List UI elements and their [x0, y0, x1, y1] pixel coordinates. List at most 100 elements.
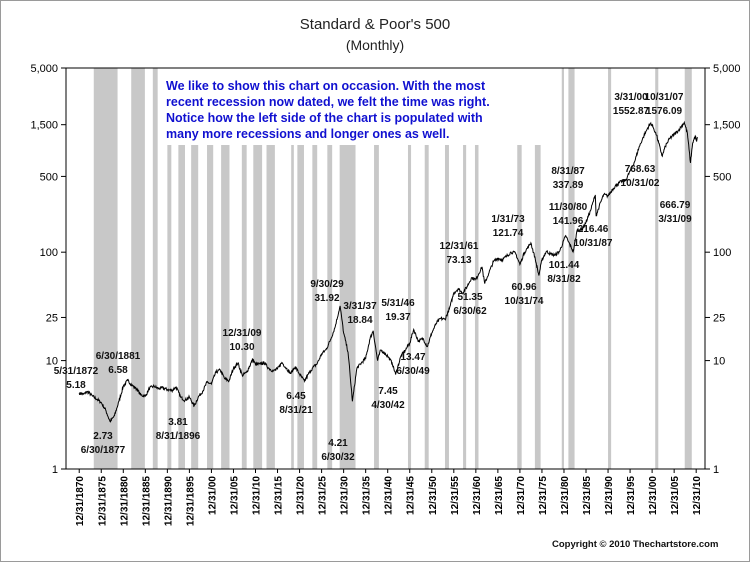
y-tick-label-left: 25 [46, 312, 58, 324]
annotation-label: 101.44 [549, 260, 580, 271]
y-tick-label-right: 100 [713, 247, 731, 259]
annotation-label: 121.74 [493, 228, 524, 239]
recession-band-12 [297, 145, 304, 469]
annotation-label: 19.37 [385, 312, 410, 323]
x-tick-label: 12/31/35 [362, 476, 373, 515]
annotation-label: 3/31/09 [658, 214, 692, 225]
x-tick-label: 12/31/1875 [97, 476, 108, 526]
annotation-label: 3.81 [168, 417, 188, 428]
copyright-notice: Copyright © 2010 Thechartstore.com [552, 539, 719, 550]
x-tick-label: 12/31/1880 [119, 476, 130, 526]
x-tick-label: 12/31/85 [582, 476, 593, 515]
annotation-label: 10/31/02 [621, 178, 660, 189]
y-tick-label-right: 10 [713, 356, 725, 368]
annotation-label: 10/31/87 [574, 238, 613, 249]
recession-band-26 [608, 68, 612, 469]
x-tick-label: 12/31/05 [670, 476, 681, 515]
annotation-label: 5.18 [66, 380, 86, 391]
annotation-label: 31.92 [314, 293, 339, 304]
annotation-label: 60.96 [511, 282, 536, 293]
annotation-label: 6/30/1881 [96, 351, 141, 362]
recession-band-27 [655, 68, 659, 469]
recession-band-7 [221, 145, 230, 469]
annotation-label: 8/31/21 [279, 405, 313, 416]
annotation-label: 8/31/1896 [156, 431, 201, 442]
annotation-label: 4.21 [328, 438, 348, 449]
x-tick-label: 12/31/00 [207, 476, 218, 515]
y-tick-label-left: 1 [52, 464, 58, 476]
x-tick-label: 12/31/05 [229, 476, 240, 515]
x-tick-label: 12/31/90 [604, 476, 615, 515]
recession-band-28 [684, 68, 692, 469]
recession-band-11 [291, 145, 294, 469]
chart-note: We like to show this chart on occasion. … [166, 79, 490, 141]
x-tick-label: 12/31/75 [538, 476, 549, 515]
x-tick-label: 12/31/1895 [185, 476, 196, 526]
x-tick-label: 12/31/15 [274, 476, 285, 515]
recession-band-10 [266, 145, 275, 469]
annotation-label: 12/31/61 [440, 241, 479, 252]
x-tick-label: 12/31/1870 [75, 476, 86, 526]
recession-band-6 [207, 145, 214, 469]
x-tick-label: 12/31/10 [692, 476, 703, 515]
x-tick-label: 12/31/1885 [141, 476, 152, 526]
y-tick-label-left: 1,500 [30, 120, 58, 132]
annotation-label: 12/31/09 [223, 328, 262, 339]
y-tick-label-right: 5,000 [713, 63, 741, 75]
annotation-label: 141.96 [553, 216, 584, 227]
annotation-label: 768.63 [625, 164, 656, 175]
recession-band-21 [474, 145, 479, 469]
x-tick-label: 12/31/60 [472, 476, 483, 515]
plot-area [65, 67, 706, 470]
annotation-label: 6.45 [286, 391, 306, 402]
x-tick-label: 12/31/55 [450, 476, 461, 515]
recession-band-18 [424, 145, 429, 469]
chart-subtitle: (Monthly) [345, 37, 405, 53]
annotation-label: 6/30/49 [396, 366, 430, 377]
annotation-label: 3/31/37 [343, 301, 377, 312]
recession-band-4 [178, 145, 185, 469]
annotation-label: 1576.09 [646, 106, 683, 117]
recession-band-13 [312, 145, 318, 469]
x-tick-label: 12/31/80 [560, 476, 571, 515]
annotation-label: 3/31/00 [614, 92, 648, 103]
x-tick-label: 12/31/00 [648, 476, 659, 515]
x-tick-label: 12/31/40 [384, 476, 395, 515]
x-tick-label: 12/31/30 [340, 476, 351, 515]
annotation-label: 337.89 [553, 180, 584, 191]
annotation-label: 4/30/42 [371, 400, 405, 411]
recession-band-1 [131, 68, 145, 469]
x-tick-label: 12/31/20 [296, 476, 307, 515]
recession-band-20 [463, 145, 467, 469]
series-line-sp500 [78, 120, 698, 423]
recession-band-16 [374, 145, 379, 469]
recession-band-23 [534, 145, 541, 469]
annotation-label: 5/31/46 [381, 298, 415, 309]
annotation-label: 6/30/32 [321, 452, 355, 463]
annotation-label: 216.46 [578, 224, 609, 235]
annotation-label: 6/30/1877 [81, 445, 126, 456]
y-tick-label-right: 1,500 [713, 120, 741, 132]
y-tick-label-left: 10 [46, 356, 58, 368]
recession-band-3 [167, 145, 172, 469]
annotation-label: 2.73 [93, 431, 113, 442]
annotation-label: 666.79 [660, 200, 691, 211]
recession-band-22 [517, 145, 522, 469]
recession-band-5 [191, 145, 199, 469]
chart-title: Standard & Poor's 500 [299, 16, 451, 33]
annotation-label: 8/31/87 [551, 166, 585, 177]
recession-band-17 [407, 145, 412, 469]
recession-band-9 [253, 145, 263, 469]
recession-band-19 [444, 145, 449, 469]
annotation-label: 1552.87 [613, 106, 650, 117]
annotation-label: 6/30/62 [453, 306, 487, 317]
x-tick-label: 12/31/65 [494, 476, 505, 515]
recession-band-25 [568, 68, 575, 469]
recession-band-24 [561, 68, 564, 469]
recession-band-14 [327, 145, 333, 469]
annotation-label: 8/31/82 [547, 274, 581, 285]
y-tick-label-right: 500 [713, 171, 731, 183]
x-tick-label: 12/31/45 [406, 476, 417, 515]
x-tick-label: 12/31/95 [626, 476, 637, 515]
